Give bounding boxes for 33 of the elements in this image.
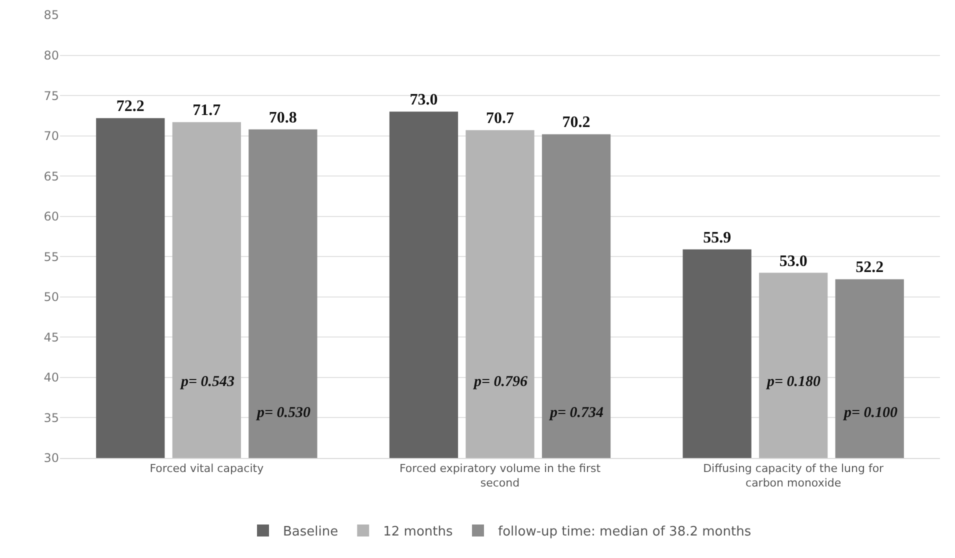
y-tick-label: 40 [44, 370, 59, 385]
data-label: 52.2 [856, 259, 884, 276]
y-tick-label: 85 [44, 8, 59, 22]
y-tick-label: 45 [44, 330, 59, 344]
annotation: p= 0.180 [765, 374, 822, 390]
y-tick-label: 70 [44, 129, 59, 144]
annotation: p= 0.100 [842, 405, 898, 421]
data-label: 72.2 [116, 98, 144, 116]
legend-label: follow-up time: median of 38.2 months [498, 524, 752, 540]
y-tick-label: 80 [44, 48, 59, 62]
annotation: p= 0.530 [255, 405, 312, 421]
y-tick-label: 30 [44, 451, 59, 466]
data-label: 71.7 [192, 102, 221, 120]
y-tick-label: 65 [44, 169, 59, 184]
x-tick-label: Forced vital capacity [150, 462, 264, 476]
y-tick-label: 35 [44, 410, 59, 425]
legend-label: Baseline [283, 524, 338, 540]
y-tick-label: 60 [44, 210, 59, 224]
data-label: 70.8 [268, 109, 297, 126]
annotation: p= 0.734 [548, 405, 604, 421]
data-label: 70.2 [562, 114, 590, 132]
data-label: 73.0 [410, 92, 438, 109]
legend-label: 12 months [383, 524, 453, 540]
y-tick-label: 50 [44, 290, 59, 304]
y-tick-label: 75 [44, 88, 59, 103]
annotation: p= 0.796 [472, 374, 528, 390]
data-label: 55.9 [703, 229, 732, 246]
data-label: 53.0 [779, 252, 808, 270]
y-tick-label: 55 [44, 250, 59, 264]
data-label: 70.7 [486, 110, 514, 128]
x-tick-label: Forced expiratory volume in the first second [399, 462, 602, 490]
x-tick-label: Diffusing capacity of the lung for carbon monoxide [703, 462, 884, 490]
annotation: p= 0.543 [179, 374, 236, 390]
